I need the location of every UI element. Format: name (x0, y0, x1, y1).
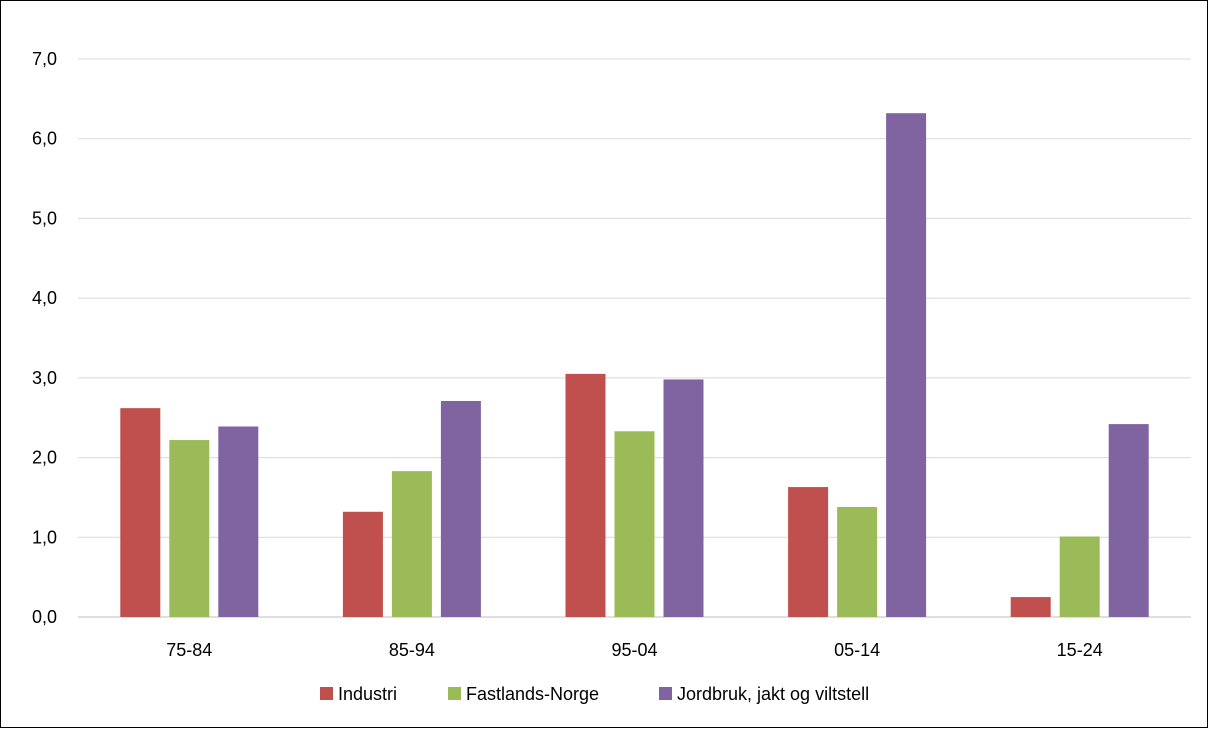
legend: Industri Fastlands-Norge Jordbruk, jakt og… (320, 684, 869, 704)
bars (120, 113, 1149, 617)
y-tick-label: 1,0 (32, 527, 57, 547)
bar-85-94-series-0 (342, 511, 383, 617)
bar-75-84-series-2 (218, 426, 259, 617)
bar-95-04-series-1 (614, 431, 655, 617)
legend-swatch (448, 687, 461, 700)
x-tick-label: 95-04 (611, 640, 657, 660)
bar-75-84-series-1 (169, 440, 210, 617)
y-axis: 0,0 1,0 2,0 3,0 4,0 5,0 6,0 7,0 (32, 49, 57, 627)
y-tick-label: 0,0 (32, 607, 57, 627)
bar-15-24-series-0 (1010, 597, 1051, 617)
bar-75-84-series-0 (120, 408, 161, 617)
legend-swatch (320, 687, 333, 700)
y-tick-label: 2,0 (32, 448, 57, 468)
bar-05-14-series-2 (886, 113, 927, 617)
x-tick-label: 05-14 (834, 640, 880, 660)
legend-label: Jordbruk, jakt og viltstell (677, 684, 869, 704)
bar-95-04-series-2 (663, 379, 704, 617)
x-tick-label: 75-84 (166, 640, 212, 660)
y-tick-label: 4,0 (32, 288, 57, 308)
y-tick-label: 3,0 (32, 368, 57, 388)
bar-15-24-series-1 (1059, 536, 1100, 617)
bar-05-14-series-0 (788, 487, 829, 617)
bar-05-14-series-1 (837, 506, 878, 617)
bar-85-94-series-1 (391, 471, 432, 617)
y-tick-label: 7,0 (32, 49, 57, 69)
y-tick-label: 6,0 (32, 129, 57, 149)
x-tick-label: 15-24 (1057, 640, 1103, 660)
y-tick-label: 5,0 (32, 208, 57, 228)
bar-15-24-series-2 (1108, 424, 1149, 617)
x-axis: 75-84 85-94 95-04 05-14 15-24 (166, 640, 1102, 660)
legend-swatch (659, 687, 672, 700)
x-tick-label: 85-94 (389, 640, 435, 660)
bar-95-04-series-0 (565, 373, 606, 617)
legend-label: Industri (338, 684, 397, 704)
legend-label: Fastlands-Norge (466, 684, 599, 704)
bar-85-94-series-2 (440, 400, 481, 617)
